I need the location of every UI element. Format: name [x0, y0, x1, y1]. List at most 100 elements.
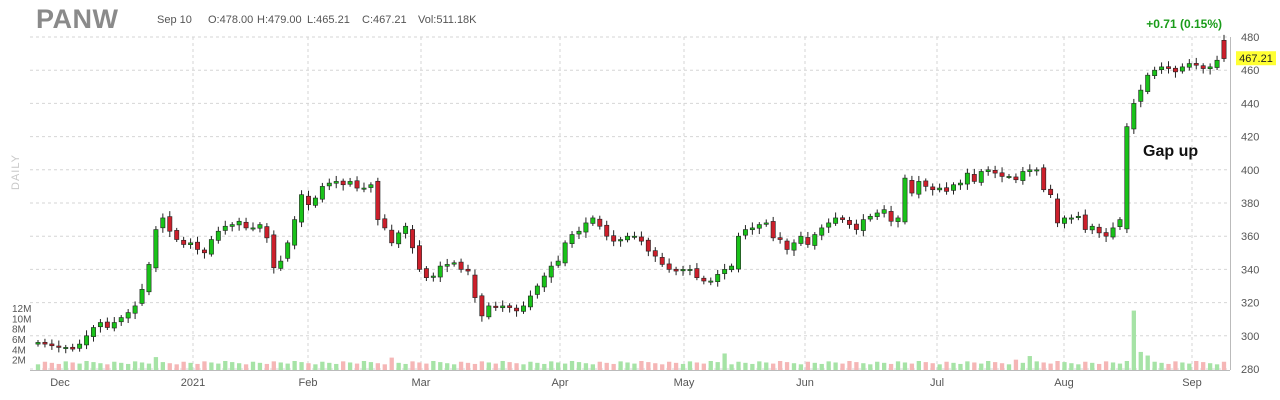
candle-body — [139, 289, 145, 304]
volume-bar — [35, 364, 41, 370]
candle-body — [49, 343, 55, 347]
volume-bar — [1131, 310, 1136, 370]
volume-bar — [195, 363, 200, 370]
candle-body — [63, 347, 69, 349]
price-tick-label: 480 — [1241, 32, 1259, 44]
volume-bar — [542, 363, 547, 370]
volume-bar — [916, 360, 921, 370]
volume-bar — [375, 363, 380, 370]
volume-bar — [438, 362, 443, 370]
volume-bar — [292, 360, 297, 370]
volume-bar — [1159, 362, 1164, 370]
volume-bar — [1145, 355, 1150, 370]
volume-bar — [694, 362, 700, 370]
candle-body — [1124, 126, 1130, 230]
candle-body — [999, 172, 1005, 177]
candle-body — [611, 235, 617, 242]
volume-bar — [687, 361, 693, 370]
candle-body — [1006, 176, 1012, 178]
candle-body — [847, 220, 852, 225]
candle-body — [1110, 227, 1116, 238]
volume-bar — [833, 362, 838, 370]
candle-body — [881, 209, 887, 214]
candle-body — [500, 305, 506, 309]
volume-bar — [528, 361, 533, 370]
candle-body — [625, 235, 630, 241]
volume-bar — [334, 363, 339, 370]
volume-bar — [930, 363, 935, 370]
candle-body — [1200, 65, 1206, 69]
candle-body — [687, 269, 693, 271]
volume-bar — [431, 360, 436, 370]
volume-bar — [750, 363, 755, 370]
volume-bar — [264, 363, 270, 370]
volume-bar — [1048, 363, 1053, 370]
candle-body — [56, 345, 62, 348]
volume-bar — [764, 362, 769, 370]
price-tick-label: 440 — [1241, 98, 1259, 110]
candle-body — [486, 305, 492, 318]
volume-bar — [937, 364, 942, 370]
candle-body — [118, 317, 124, 323]
volume-bar — [1152, 361, 1157, 370]
volume-bar — [70, 362, 75, 370]
candle-body — [853, 223, 859, 230]
volume-tick-label: 4M — [12, 345, 26, 356]
candle-body — [1221, 40, 1227, 59]
candle-body — [659, 257, 665, 265]
volume-bar — [590, 364, 596, 370]
volume-bar — [1110, 362, 1116, 370]
candle-body — [527, 295, 533, 308]
volume-bar — [320, 361, 325, 370]
volume-bar — [181, 361, 186, 370]
volume-bar — [583, 363, 589, 370]
last-price-badge — [1236, 51, 1276, 66]
volume-bar — [313, 364, 318, 370]
volume-bar — [167, 363, 172, 370]
volume-bar — [1090, 362, 1095, 370]
candle-body — [403, 225, 409, 234]
candle-body — [479, 295, 485, 317]
month-label: Jul — [930, 377, 944, 389]
candle-body — [104, 321, 110, 328]
header-low: L:465.21 — [307, 14, 350, 26]
volume-bar — [784, 362, 790, 370]
candle-body — [867, 215, 873, 220]
volume-bar — [791, 363, 797, 370]
volume-bar — [285, 363, 290, 370]
candle-body — [874, 212, 880, 217]
candle-body — [1103, 232, 1109, 237]
candle-body — [888, 211, 894, 222]
candle-body — [146, 264, 152, 293]
volume-bar — [604, 362, 609, 370]
candle-body — [548, 265, 554, 278]
volume-bar — [722, 353, 727, 370]
volume-bar — [847, 360, 852, 370]
volume-bar — [486, 362, 491, 370]
volume-bar — [514, 363, 519, 370]
candle-body — [964, 172, 970, 185]
volume-bar — [569, 360, 575, 370]
price-tick-label: 320 — [1241, 298, 1259, 310]
volume-bar — [521, 364, 526, 370]
candle-body — [722, 269, 728, 274]
volume-bar — [680, 363, 686, 370]
candle-body — [895, 217, 901, 222]
volume-bar — [424, 363, 429, 370]
candle-body — [188, 242, 194, 245]
candle-body — [444, 264, 450, 267]
candle-body — [368, 184, 374, 188]
volume-bar — [1055, 360, 1060, 370]
price-change: +0.71 (0.15%) — [1146, 17, 1222, 31]
candle-body — [292, 219, 298, 246]
candle-body — [347, 181, 353, 185]
candle-body — [1068, 217, 1074, 220]
candle-body — [1048, 188, 1054, 196]
volume-bar — [119, 362, 124, 370]
month-label: Jun — [796, 377, 814, 389]
header-date: Sep 10 — [157, 14, 192, 26]
volume-bar — [1180, 362, 1185, 370]
candle-body — [389, 229, 395, 244]
volume-bar — [327, 362, 332, 370]
